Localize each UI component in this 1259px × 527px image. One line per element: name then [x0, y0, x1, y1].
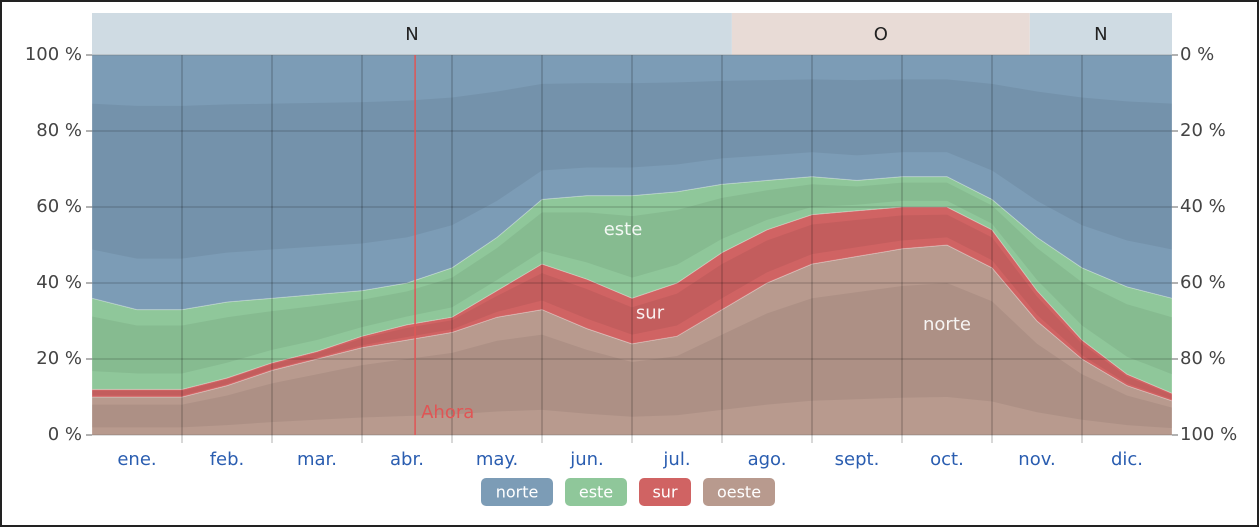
y-tick-label: 40 %	[36, 272, 82, 293]
legend-label: este	[579, 483, 613, 502]
area-core	[92, 283, 1172, 429]
legend-label: norte	[496, 483, 539, 502]
y-tick-label: 60 %	[36, 196, 82, 217]
season-band	[92, 13, 732, 55]
season-label: N	[1094, 24, 1107, 45]
month-label: abr.	[390, 449, 424, 470]
area-core	[92, 79, 1172, 259]
now-label: Ahora	[421, 402, 474, 423]
legend-swatch	[481, 478, 553, 506]
area-label: norte	[923, 314, 971, 335]
y2-tick-label: 20 %	[1180, 120, 1226, 141]
season-label: O	[874, 24, 888, 45]
season-band	[731, 13, 1030, 55]
legend-swatch	[565, 478, 627, 506]
month-label: dic.	[1111, 449, 1143, 470]
y2-tick-label: 100 %	[1180, 424, 1237, 445]
y-tick-label: 80 %	[36, 120, 82, 141]
area-core	[92, 182, 1172, 375]
month-label: ene.	[117, 449, 156, 470]
legend-label: oeste	[717, 483, 761, 502]
legend-swatch	[639, 478, 691, 506]
area	[91, 54, 1173, 311]
area-label: sur	[636, 302, 665, 323]
y2-tick-label: 60 %	[1180, 272, 1226, 293]
month-label: mar.	[297, 449, 337, 470]
month-label: nov.	[1018, 449, 1055, 470]
area-label: este	[604, 219, 643, 240]
season-label: N	[405, 24, 418, 45]
month-label: sept.	[835, 449, 880, 470]
y-tick-label: 100 %	[25, 44, 82, 65]
month-label: ago.	[748, 449, 787, 470]
y-tick-label: 20 %	[36, 348, 82, 369]
month-label: jun.	[569, 449, 604, 470]
season-band	[1029, 13, 1172, 55]
y-tick-label: 0 %	[48, 424, 82, 445]
legend-label: sur	[652, 483, 677, 502]
month-label: oct.	[930, 449, 964, 470]
month-label: may.	[476, 449, 518, 470]
y2-tick-label: 40 %	[1180, 196, 1226, 217]
y2-tick-label: 0 %	[1180, 44, 1214, 65]
month-label: jul.	[662, 449, 690, 470]
y2-tick-label: 80 %	[1180, 348, 1226, 369]
month-label: feb.	[210, 449, 245, 470]
legend-swatch	[703, 478, 775, 506]
